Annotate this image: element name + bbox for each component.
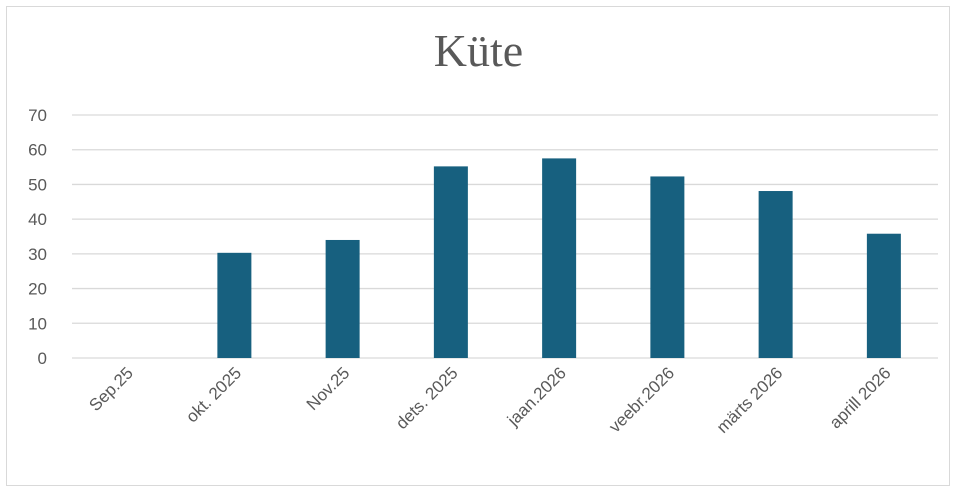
x-tick-label: veebr.2026 — [605, 363, 678, 436]
y-tick-label: 0 — [38, 349, 47, 368]
x-tick-label: aprill 2026 — [826, 363, 895, 432]
y-tick-label: 70 — [28, 106, 47, 125]
y-tick-label: 20 — [28, 280, 47, 299]
x-tick-label: dets. 2025 — [392, 363, 462, 433]
y-tick-label: 30 — [28, 245, 47, 264]
bar — [650, 176, 685, 358]
bar — [866, 233, 901, 358]
bar — [758, 191, 793, 358]
gridlines — [72, 114, 938, 359]
x-axis-tick-labels: Sep.25 okt. 2025 Nov.25 dets. 2025 jaan.2026… — [85, 363, 894, 437]
bar — [542, 158, 577, 358]
bar — [217, 252, 252, 358]
x-tick-label: märts 2026 — [713, 363, 787, 437]
chart-frame — [6, 6, 950, 486]
x-tick-label: jaan.2026 — [503, 363, 570, 430]
x-tick-label: Nov.25 — [303, 363, 354, 414]
y-axis-tick-labels: 0 10 20 30 40 50 60 70 — [28, 106, 47, 368]
y-tick-label: 10 — [28, 314, 47, 333]
y-tick-label: 60 — [28, 141, 47, 160]
bars — [217, 158, 901, 358]
chart-title: Küte — [433, 25, 524, 76]
y-tick-label: 50 — [28, 175, 47, 194]
bar — [433, 166, 468, 358]
bar — [325, 239, 360, 358]
y-tick-label: 40 — [28, 210, 47, 229]
x-tick-label: Sep.25 — [85, 363, 137, 415]
x-tick-label: okt. 2025 — [182, 363, 245, 426]
